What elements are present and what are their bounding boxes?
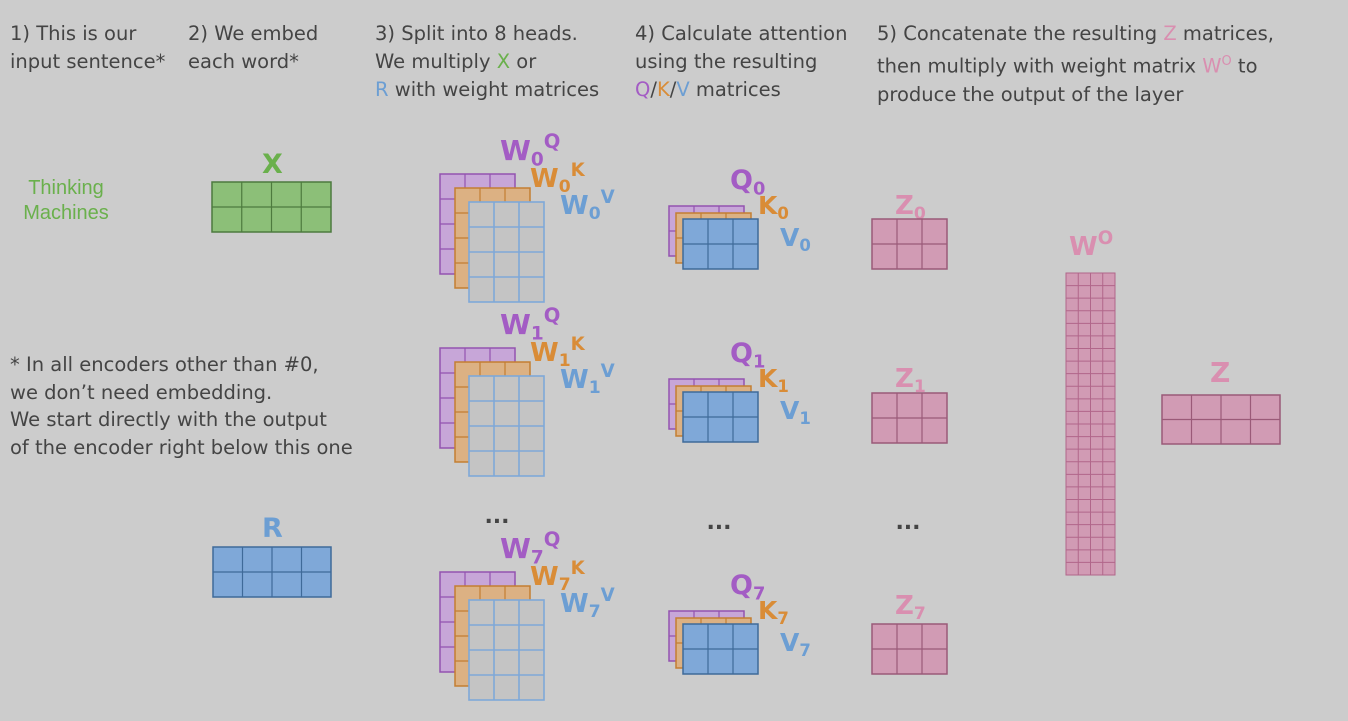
step-3-caption: 3) Split into 8 heads. We multiply X or …	[375, 20, 599, 104]
v-matrix	[682, 391, 759, 443]
z-matrix	[871, 623, 948, 675]
step-3-r-symbol: R	[375, 78, 389, 101]
step-4-caption: 4) Calculate attention using the resulti…	[635, 20, 847, 104]
ellipsis: ...	[895, 510, 920, 535]
step-5-text: to	[1231, 54, 1258, 78]
step-1-line-1: 1) This is our	[10, 22, 137, 45]
wq-label: W7Q	[500, 528, 560, 568]
x-matrix	[211, 181, 332, 233]
step-3-line-1: 3) Split into 8 heads.	[375, 22, 578, 45]
step-1-caption: 1) This is our input sentence*	[10, 20, 165, 76]
z-matrix	[871, 392, 948, 444]
footnote-line: of the encoder right below this one	[10, 435, 353, 459]
step-3-x-symbol: X	[496, 50, 511, 73]
step-4-line-1: 4) Calculate attention	[635, 22, 848, 45]
ellipsis: ...	[706, 510, 731, 535]
k-label: K1	[758, 364, 789, 396]
wv-matrix	[468, 375, 545, 477]
step-5-text: 5) Concatenate the resulting	[877, 22, 1164, 45]
step-5-w-symbol: W	[1202, 54, 1222, 78]
step-1-line-2: input sentence*	[10, 50, 166, 73]
footnote-line: * In all encoders other than #0,	[10, 353, 319, 376]
step-4-line-3: Q/K/V matrices	[635, 76, 847, 104]
footnote: * In all encoders other than #0, we don’…	[10, 351, 353, 461]
ellipsis: ...	[484, 504, 509, 529]
input-word-machines: Machines	[23, 202, 109, 224]
footnote-line: We start directly with the output	[10, 408, 327, 431]
step-5-text: then multiply with weight matrix	[877, 54, 1203, 78]
step-5-line-2: then multiply with weight matrix WO to	[877, 48, 1274, 81]
step-4-slash: /	[669, 78, 677, 101]
wk-label: W1K	[530, 334, 586, 371]
step-4-q-symbol: Q	[635, 78, 651, 101]
z-matrix	[871, 218, 948, 270]
q-label: Q1	[730, 338, 765, 372]
wv-label: W7V	[560, 585, 615, 622]
wo-label: WO	[1069, 228, 1113, 262]
wq-label: W0Q	[500, 130, 560, 170]
wo-matrix	[1065, 272, 1116, 576]
step-5-text: matrices,	[1176, 22, 1274, 45]
step-4-k-symbol: K	[656, 78, 670, 101]
wv-label: W1V	[560, 361, 615, 398]
step-4-v-symbol: V	[676, 78, 690, 101]
step-5-line-3: produce the output of the layer	[877, 82, 1184, 106]
step-2-line-1: 2) We embed	[188, 22, 319, 45]
step-5-line-1: 5) Concatenate the resulting Z matrices,	[877, 20, 1274, 48]
wv-matrix	[468, 599, 545, 701]
wv-matrix	[468, 201, 545, 303]
r-label: R	[262, 513, 283, 544]
step-3-text: or	[510, 50, 537, 73]
v-matrix	[682, 623, 759, 675]
k-label: K0	[758, 191, 789, 223]
step-4-slash: /	[650, 78, 657, 101]
step-4-line-2: using the resulting	[635, 50, 818, 73]
v-label: V7	[780, 628, 811, 660]
v-label: V1	[780, 396, 811, 428]
x-label: X	[262, 149, 283, 180]
r-matrix	[212, 546, 332, 598]
step-5-z-symbol: Z	[1163, 22, 1177, 45]
wq-label: W1Q	[500, 304, 560, 344]
k-label: K7	[758, 596, 789, 628]
q-label: Q7	[730, 570, 765, 604]
z-output-label: Z	[1210, 356, 1230, 389]
wv-label: W0V	[560, 187, 615, 224]
step-3-line-2: We multiply X or	[375, 48, 599, 76]
wk-label: W7K	[530, 558, 586, 595]
step-5-o-superscript: O	[1221, 54, 1232, 69]
q-label: Q0	[730, 165, 765, 199]
step-3-text: We multiply	[375, 50, 497, 73]
step-2-caption: 2) We embed each word*	[188, 20, 318, 76]
wk-label: W0K	[530, 160, 586, 197]
step-3-text: with weight matrices	[388, 78, 600, 101]
step-2-line-2: each word*	[188, 50, 299, 73]
z-output-matrix	[1161, 394, 1281, 445]
v-label: V0	[780, 223, 811, 255]
step-5-caption: 5) Concatenate the resulting Z matrices,…	[877, 20, 1274, 109]
z-label: Z1	[895, 364, 926, 397]
v-matrix	[682, 218, 759, 270]
footnote-line: we don’t need embedding.	[10, 380, 273, 404]
step-3-line-3: R with weight matrices	[375, 76, 599, 104]
z-label: Z7	[895, 591, 926, 624]
input-word-thinking: Thinking	[28, 177, 104, 199]
step-4-text: matrices	[689, 78, 781, 101]
